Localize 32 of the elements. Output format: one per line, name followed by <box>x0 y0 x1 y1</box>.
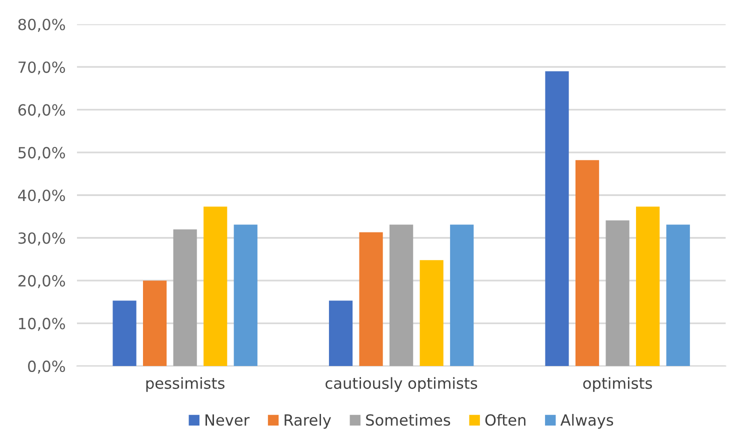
bar <box>636 206 660 366</box>
legend-label: Always <box>560 414 614 429</box>
bar <box>204 206 228 366</box>
y-tick-label: 20,0% <box>18 275 66 288</box>
bar <box>666 224 690 366</box>
bar <box>606 220 630 366</box>
bar <box>575 160 600 366</box>
bar <box>545 71 569 366</box>
bar <box>420 260 444 366</box>
bar <box>112 300 136 366</box>
x-tick-label: pessimists <box>146 377 224 392</box>
y-tick-label: 40,0% <box>18 190 66 203</box>
bar <box>390 224 414 366</box>
y-tick-label: 0,0% <box>28 360 66 374</box>
x-tick-label: cautiously optimists <box>326 377 478 392</box>
bar <box>359 232 383 366</box>
y-tick-label: 80,0% <box>18 18 66 32</box>
y-tick-label: 10,0% <box>19 318 66 331</box>
y-tick-label: 30,0% <box>18 232 66 246</box>
y-tick-label: 50,0% <box>18 146 66 160</box>
legend-label: Sometimes <box>366 414 450 426</box>
x-tick-label: optimists <box>583 377 652 392</box>
legend-label: Rarely <box>284 414 332 429</box>
bar <box>234 224 258 366</box>
legend-label: Never <box>206 414 250 426</box>
bar <box>173 229 197 366</box>
y-tick-label: 60,0% <box>18 104 66 118</box>
legend-label: Often <box>485 414 526 426</box>
y-tick-label: 70,0% <box>18 61 66 75</box>
bar <box>450 224 474 366</box>
bar <box>328 300 353 366</box>
bar <box>143 280 167 366</box>
